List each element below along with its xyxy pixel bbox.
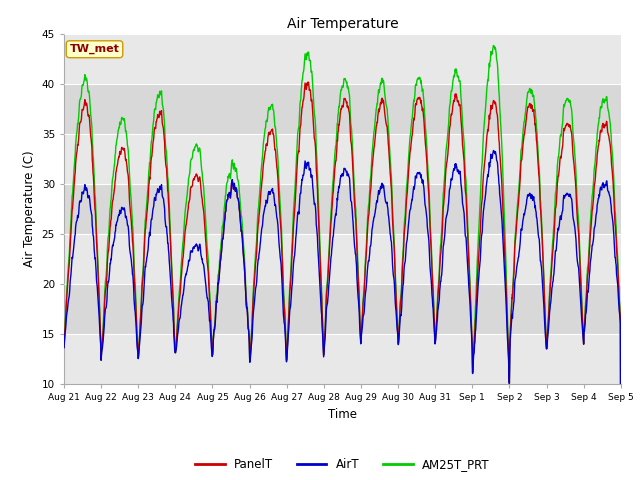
- AirT: [429, 303, 436, 309]
- Line: AirT: AirT: [64, 151, 621, 480]
- AirT: [184, 263, 191, 269]
- AM25T_PRT: [490, 43, 497, 48]
- Line: AM25T_PRT: AM25T_PRT: [64, 46, 621, 480]
- AM25T_PRT: [184, 184, 191, 190]
- Bar: [64, 84, 621, 134]
- Y-axis label: Air Temperature (C): Air Temperature (C): [23, 151, 36, 267]
- AirT: [246, 359, 254, 365]
- AirT: [551, 253, 559, 259]
- Bar: [64, 134, 621, 184]
- X-axis label: Time: Time: [328, 408, 357, 420]
- PanelT: [60, 345, 68, 350]
- PanelT: [305, 79, 312, 85]
- AM25T_PRT: [429, 280, 436, 286]
- AM25T_PRT: [60, 345, 68, 350]
- PanelT: [429, 290, 437, 296]
- AirT: [60, 345, 68, 350]
- Bar: [64, 184, 621, 234]
- PanelT: [170, 329, 178, 335]
- AirT: [170, 337, 178, 343]
- Line: PanelT: PanelT: [64, 82, 621, 480]
- AirT: [617, 478, 625, 480]
- AM25T_PRT: [502, 258, 509, 264]
- Bar: [64, 334, 621, 384]
- PanelT: [617, 478, 625, 480]
- AM25T_PRT: [246, 356, 254, 361]
- PanelT: [184, 208, 191, 214]
- Bar: [64, 234, 621, 284]
- Legend: PanelT, AirT, AM25T_PRT: PanelT, AirT, AM25T_PRT: [191, 454, 494, 476]
- Bar: [64, 284, 621, 334]
- Bar: [64, 34, 621, 84]
- AirT: [502, 295, 509, 300]
- Text: TW_met: TW_met: [70, 44, 120, 54]
- AM25T_PRT: [617, 478, 625, 480]
- AM25T_PRT: [170, 327, 178, 333]
- Title: Air Temperature: Air Temperature: [287, 17, 398, 31]
- PanelT: [246, 357, 254, 362]
- AM25T_PRT: [551, 199, 559, 204]
- AirT: [490, 148, 497, 154]
- PanelT: [551, 213, 559, 219]
- PanelT: [502, 277, 509, 283]
